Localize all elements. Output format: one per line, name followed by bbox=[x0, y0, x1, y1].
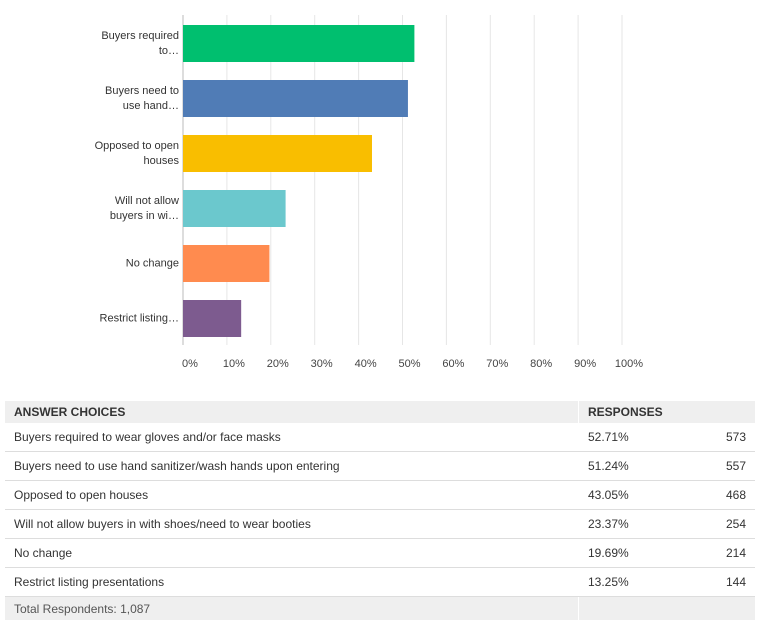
category-label: No change bbox=[125, 257, 179, 269]
table-row: Restrict listing presentations 13.25% 144 bbox=[5, 567, 755, 597]
count-cell: 573 bbox=[707, 423, 755, 452]
answer-cell: Will not allow buyers in with shoes/need… bbox=[5, 509, 579, 539]
answer-cell: Restrict listing presentations bbox=[5, 567, 579, 597]
count-cell: 254 bbox=[707, 509, 755, 539]
x-tick-label: 60% bbox=[442, 358, 464, 370]
answer-cell: Buyers required to wear gloves and/or fa… bbox=[5, 423, 579, 452]
answer-cell: Opposed to open houses bbox=[5, 480, 579, 510]
category-label: Buyers need to use hand… bbox=[105, 84, 179, 112]
header-row: ANSWER CHOICES RESPONSES bbox=[5, 401, 755, 423]
header-cell: RESPONSES bbox=[578, 401, 755, 423]
x-tick-label: 20% bbox=[267, 358, 289, 370]
x-tick-label: 80% bbox=[530, 358, 552, 370]
bar bbox=[183, 135, 372, 172]
table-row: Buyers need to use hand sanitizer/wash h… bbox=[5, 451, 755, 481]
bar bbox=[183, 245, 270, 282]
bar bbox=[183, 25, 415, 62]
footer-empty bbox=[578, 596, 755, 620]
percent-cell: 43.05% bbox=[578, 480, 707, 510]
answer-cell: Buyers need to use hand sanitizer/wash h… bbox=[5, 451, 579, 481]
table-row: Opposed to open houses 43.05% 468 bbox=[5, 480, 755, 510]
count-cell: 468 bbox=[707, 480, 755, 510]
count-cell: 144 bbox=[707, 567, 755, 597]
table-row: Will not allow buyers in with shoes/need… bbox=[5, 509, 755, 539]
bar bbox=[183, 300, 242, 337]
answer-table: ANSWER CHOICES RESPONSES Buyers required… bbox=[5, 401, 755, 620]
percent-cell: 52.71% bbox=[578, 423, 707, 452]
category-label: Restrict listing… bbox=[99, 312, 179, 324]
header-cell: ANSWER CHOICES bbox=[5, 401, 579, 423]
x-tick-label: 40% bbox=[355, 358, 377, 370]
table-row: No change 19.69% 214 bbox=[5, 538, 755, 568]
x-tick-label: 70% bbox=[486, 358, 508, 370]
x-tick-label: 90% bbox=[574, 358, 596, 370]
x-tick-label: 50% bbox=[398, 358, 420, 370]
footer-row: Total Respondents: 1,087 bbox=[5, 596, 755, 620]
x-tick-label: 100% bbox=[615, 358, 643, 370]
percent-cell: 23.37% bbox=[578, 509, 707, 539]
bar bbox=[183, 190, 286, 227]
x-tick-label: 10% bbox=[223, 358, 245, 370]
category-label: Opposed to open houses bbox=[94, 139, 179, 167]
percent-cell: 13.25% bbox=[578, 567, 707, 597]
category-label: Buyers required to… bbox=[101, 29, 179, 57]
percent-cell: 51.24% bbox=[578, 451, 707, 481]
count-cell: 557 bbox=[707, 451, 755, 481]
count-cell: 214 bbox=[707, 538, 755, 568]
answer-cell: No change bbox=[5, 538, 579, 568]
chart: 0% 10% 20% 30% 40% 50% 60% 70% 80% 90% 100% bbox=[182, 15, 643, 370]
bar bbox=[183, 80, 408, 117]
percent-cell: 19.69% bbox=[578, 538, 707, 568]
table-row: Buyers required to wear gloves and/or fa… bbox=[5, 423, 755, 452]
footer-cell: Total Respondents: 1,087 bbox=[5, 596, 579, 620]
table-body: ANSWER CHOICES RESPONSES Buyers required… bbox=[5, 401, 755, 620]
x-tick-label: 0% bbox=[182, 358, 198, 370]
x-tick-label: 30% bbox=[311, 358, 333, 370]
category-label: Will not allow buyers in wi… bbox=[109, 194, 179, 222]
